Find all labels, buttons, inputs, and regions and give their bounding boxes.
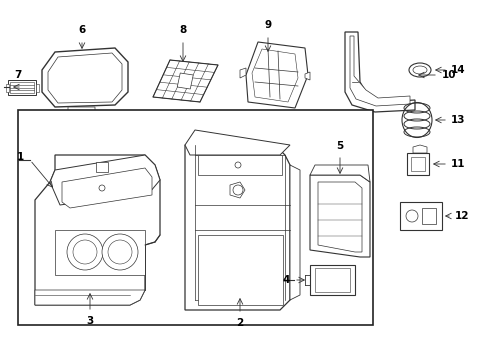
- Text: 7: 7: [14, 70, 21, 80]
- Bar: [6, 84, 9, 92]
- Polygon shape: [305, 72, 309, 80]
- Bar: [8, 80, 36, 95]
- Text: 11: 11: [450, 159, 465, 169]
- Bar: [10, 82, 34, 93]
- Ellipse shape: [412, 66, 426, 74]
- Polygon shape: [251, 49, 297, 102]
- Text: 14: 14: [450, 65, 465, 75]
- Text: 4: 4: [282, 275, 289, 285]
- Circle shape: [73, 240, 97, 264]
- Polygon shape: [184, 145, 289, 310]
- Text: 5: 5: [336, 141, 343, 151]
- Polygon shape: [317, 182, 361, 252]
- Bar: [18, 110, 372, 325]
- Polygon shape: [184, 130, 289, 155]
- Polygon shape: [48, 53, 122, 103]
- Circle shape: [232, 185, 243, 195]
- Polygon shape: [198, 155, 282, 175]
- Bar: [36, 84, 39, 92]
- Text: 9: 9: [264, 20, 271, 30]
- Polygon shape: [177, 73, 193, 89]
- Bar: [410, 157, 424, 171]
- Circle shape: [108, 240, 132, 264]
- Polygon shape: [229, 182, 244, 198]
- Circle shape: [235, 162, 241, 168]
- Polygon shape: [55, 230, 145, 275]
- Circle shape: [102, 234, 138, 270]
- Bar: [96, 162, 108, 172]
- Circle shape: [405, 210, 417, 222]
- Polygon shape: [412, 145, 426, 153]
- Polygon shape: [309, 165, 369, 182]
- Polygon shape: [240, 68, 245, 78]
- Text: 10: 10: [441, 70, 456, 80]
- Polygon shape: [35, 155, 160, 305]
- Text: 3: 3: [86, 316, 93, 326]
- Polygon shape: [50, 155, 160, 205]
- Bar: [399, 202, 441, 230]
- Text: 1: 1: [17, 152, 24, 162]
- Polygon shape: [62, 168, 152, 208]
- Polygon shape: [153, 60, 218, 102]
- Polygon shape: [345, 32, 414, 112]
- Circle shape: [67, 234, 103, 270]
- Polygon shape: [42, 48, 128, 107]
- Polygon shape: [314, 268, 349, 292]
- Polygon shape: [349, 36, 409, 106]
- Polygon shape: [68, 107, 95, 116]
- Text: 6: 6: [78, 25, 85, 35]
- Text: 13: 13: [450, 115, 465, 125]
- Text: 8: 8: [179, 25, 186, 35]
- Circle shape: [99, 185, 105, 191]
- Polygon shape: [35, 290, 145, 305]
- Bar: [406, 153, 428, 175]
- Polygon shape: [309, 265, 354, 295]
- Polygon shape: [309, 175, 369, 257]
- Bar: [421, 208, 435, 224]
- Polygon shape: [245, 42, 307, 108]
- Text: 12: 12: [454, 211, 468, 221]
- Ellipse shape: [408, 63, 430, 77]
- Polygon shape: [289, 165, 299, 300]
- Bar: [198, 235, 283, 305]
- Text: 2: 2: [236, 318, 243, 328]
